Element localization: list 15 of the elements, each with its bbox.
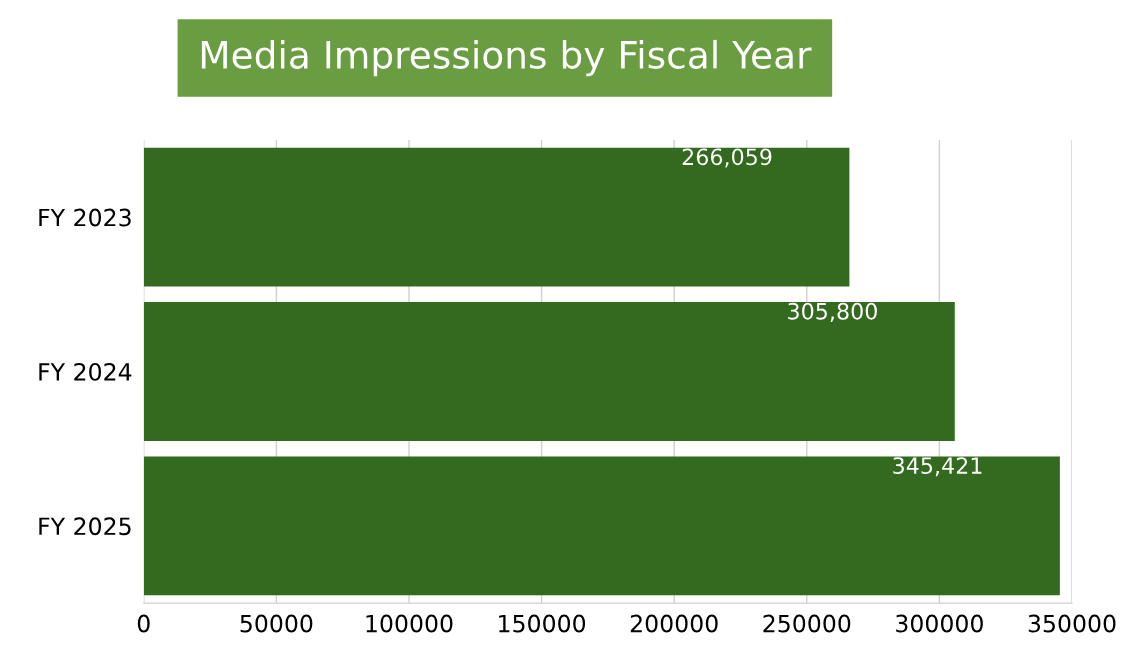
x-tick-label: 150000 <box>499 614 586 633</box>
x-tick-label: 250000 <box>763 614 851 633</box>
y-tick-label: FY 2023 <box>39 208 131 227</box>
x-tick-label: 100000 <box>366 614 453 633</box>
chart-title: Media Impressions by Fiscal Year <box>201 39 812 77</box>
x-tick-label: 50000 <box>240 614 313 633</box>
x-tick-label: 200000 <box>630 614 718 633</box>
data-label: 266,059 <box>682 148 772 168</box>
x-tick-label: 0 <box>137 614 150 633</box>
data-label: 345,421 <box>893 457 982 477</box>
x-tick-label: 350000 <box>1028 614 1116 633</box>
y-tick-label: FY 2025 <box>39 517 131 536</box>
data-label: 305,800 <box>788 302 877 322</box>
x-tick-label: 300000 <box>896 614 983 633</box>
y-tick-label: FY 2024 <box>39 362 132 381</box>
